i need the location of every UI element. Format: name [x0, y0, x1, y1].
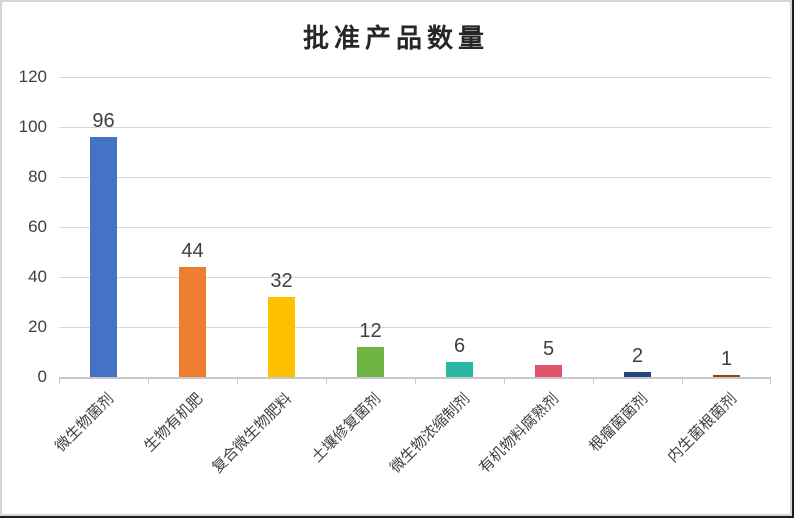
- bar-1: [90, 137, 117, 377]
- x-category-label: 有机物料腐熟剂: [476, 390, 563, 477]
- x-axis-labels: 微生物菌剂 生物有机肥 复合微生物肥料 土壤修复菌剂 微生物浓缩制剂 有机物料腐熟剂 根瘤菌…: [53, 386, 771, 514]
- x-axis-tick: [593, 379, 594, 384]
- bar-value-label: 32: [270, 270, 293, 292]
- x-axis-tick: [682, 379, 683, 384]
- y-axis: 0 20 40 60 80 100 120: [2, 68, 47, 386]
- x-category-label: 复合微生物肥料: [209, 390, 296, 477]
- x-category-label: 微生物菌剂: [52, 390, 118, 456]
- bar-5: [446, 362, 473, 377]
- x-category-label: 根瘤菌菌剂: [586, 390, 652, 456]
- x-axis-tick: [770, 379, 771, 384]
- y-tick-label: 60: [28, 217, 47, 237]
- y-tick-label: 0: [37, 367, 47, 387]
- bar-6: [535, 364, 562, 377]
- bar-value-label: 6: [453, 335, 466, 357]
- gridline: [59, 227, 771, 228]
- x-axis-tick: [504, 379, 505, 384]
- x-axis-tick: [415, 379, 416, 384]
- x-category-label: 生物有机肥: [141, 390, 207, 456]
- x-category-label: 内生菌根菌剂: [664, 390, 741, 466]
- bar-2: [179, 267, 206, 377]
- gridline: [59, 127, 771, 128]
- plot-area: 96 44 32 12 6 5 2 1: [59, 77, 771, 384]
- x-axis-tick: [148, 379, 149, 384]
- bar-value-label: 1: [720, 347, 733, 370]
- gridline: [59, 327, 771, 328]
- bar-value-label: 96: [92, 110, 115, 132]
- y-tick-label: 20: [28, 317, 47, 337]
- y-tick-label: 100: [18, 117, 47, 137]
- y-tick-label: 120: [18, 67, 47, 87]
- x-axis-tick: [237, 379, 238, 384]
- y-tick-label: 40: [28, 267, 47, 287]
- bar-4: [357, 347, 384, 377]
- x-axis-tick: [326, 379, 327, 384]
- bar-value-label: 12: [359, 320, 382, 342]
- gridline: [59, 77, 771, 78]
- x-category-label: 微生物浓缩制剂: [387, 390, 474, 477]
- bar-7: [624, 372, 651, 377]
- gridline: [59, 177, 771, 178]
- bar-value-label: 5: [542, 337, 555, 360]
- x-axis-tick: [59, 379, 60, 384]
- bar-3: [268, 297, 295, 377]
- bar-value-label: 2: [631, 345, 644, 367]
- chart-title: 批准产品数量: [302, 24, 489, 54]
- bar-8: [713, 374, 740, 377]
- gridline: [59, 277, 771, 278]
- x-category-label: 土壤修复菌剂: [308, 390, 385, 466]
- bar-value-label: 44: [181, 240, 204, 262]
- y-tick-label: 80: [28, 167, 47, 187]
